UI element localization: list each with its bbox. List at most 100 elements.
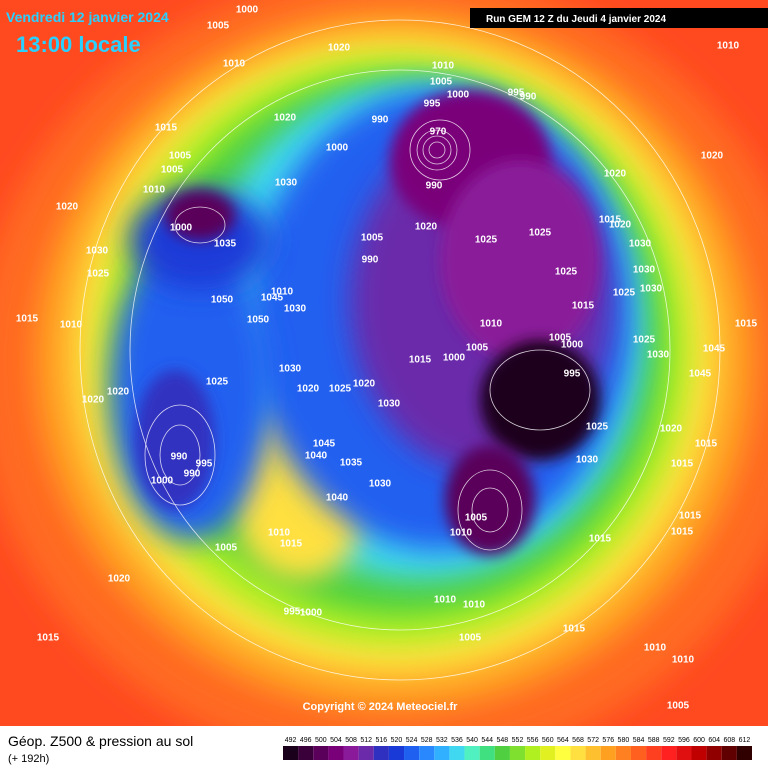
pressure-label: 1010 [717, 41, 740, 52]
pressure-label: 1005 [215, 543, 238, 554]
pressure-label: 1015 [679, 511, 702, 522]
pressure-label: 1010 [450, 528, 473, 539]
pressure-label: 990 [520, 92, 537, 103]
scale-label: 496 [300, 737, 312, 744]
pressure-label: 1000 [151, 476, 174, 487]
scale-label: 572 [587, 737, 599, 744]
scale-label: 584 [633, 737, 645, 744]
pressure-label: 1030 [378, 399, 401, 410]
scale-swatch [404, 746, 420, 760]
pressure-label: 1020 [274, 113, 297, 124]
scale-swatch [721, 746, 737, 760]
scale-swatch [570, 746, 586, 760]
pressure-label: 1015 [589, 534, 612, 545]
scale-swatch [343, 746, 359, 760]
pressure-label: 1005 [169, 151, 192, 162]
pressure-label: 1050 [247, 315, 270, 326]
scale-swatch [419, 746, 435, 760]
pressure-label: 1015 [671, 527, 694, 538]
pressure-label: 1005 [466, 343, 489, 354]
pressure-label: 1000 [326, 143, 349, 154]
pressure-label: 1030 [633, 265, 656, 276]
scale-label: 556 [527, 737, 539, 744]
scale-label: 512 [360, 737, 372, 744]
pressure-label: 1045 [703, 344, 726, 355]
pressure-label: 1010 [268, 528, 291, 539]
scale-label: 532 [436, 737, 448, 744]
scale-label: 600 [693, 737, 705, 744]
pressure-label: 995 [508, 88, 525, 99]
pressure-label: 970 [430, 127, 447, 138]
scale-label: 608 [723, 737, 735, 744]
scale-swatch [600, 746, 616, 760]
scale-label: 528 [421, 737, 433, 744]
scale-label: 536 [451, 737, 463, 744]
scale-swatch [479, 746, 495, 760]
pressure-label: 1020 [328, 43, 351, 54]
pressure-label: 1030 [284, 304, 307, 315]
pressure-label: 1020 [609, 220, 632, 231]
pressure-label: 1050 [211, 295, 234, 306]
scale-swatch [494, 746, 510, 760]
scale-label: 568 [572, 737, 584, 744]
pressure-label: 995 [564, 369, 581, 380]
pressure-label: 1010 [644, 643, 667, 654]
scale-label: 492 [285, 737, 297, 744]
pressure-label: 1015 [155, 123, 178, 134]
pressure-label: 1020 [604, 169, 627, 180]
scale-label: 544 [481, 737, 493, 744]
pressure-label: 995 [196, 459, 213, 470]
pressure-label: 1030 [86, 246, 109, 257]
pressure-label: 1020 [56, 202, 79, 213]
pressure-label: 1035 [214, 239, 237, 250]
pressure-label: 995 [424, 99, 441, 110]
pressure-label: 1045 [689, 369, 712, 380]
pressure-label: 1005 [465, 513, 488, 524]
scale-label: 604 [708, 737, 720, 744]
scale-swatch [509, 746, 526, 760]
scale-swatch [313, 746, 329, 760]
pressure-label: 1030 [576, 455, 599, 466]
scale-label: 504 [330, 737, 342, 744]
pressure-label: 1010 [480, 319, 503, 330]
pressure-label: 1005 [667, 701, 690, 712]
color-scale: 492 496 500 504 508 512 516 520 524 528 532 536 540 5… [283, 737, 752, 760]
pressure-label: 1015 [37, 633, 60, 644]
scale-label: 508 [345, 737, 357, 744]
scale-label: 612 [739, 737, 751, 744]
run-info: Run GEM 12 Z du Jeudi 4 janvier 2024 [486, 14, 666, 25]
pressure-label: 1005 [207, 21, 230, 32]
pressure-label: 1010 [271, 287, 294, 298]
footer-lead: (+ 192h) [8, 753, 49, 765]
scale-swatch [691, 746, 707, 760]
scale-swatch [358, 746, 374, 760]
scale-swatch [298, 746, 314, 760]
pressure-label: 1010 [223, 59, 246, 70]
pressure-label: 1025 [633, 335, 656, 346]
scale-label: 580 [618, 737, 630, 744]
pressure-label: 1000 [300, 608, 323, 619]
pressure-label: 995 [284, 607, 301, 618]
pressure-label: 1020 [107, 387, 130, 398]
footer-title: Géop. Z500 & pression au sol [8, 733, 193, 749]
pressure-label: 1010 [672, 655, 695, 666]
pressure-label: 1015 [695, 439, 718, 450]
scale-label: 576 [602, 737, 614, 744]
pressure-label: 1015 [280, 539, 303, 550]
scale-swatch [525, 746, 541, 760]
pressure-label: 1025 [87, 269, 110, 280]
pressure-label: 1020 [660, 424, 683, 435]
pressure-label: 1025 [206, 377, 229, 388]
isobars [79, 19, 721, 681]
scale-swatch [585, 746, 601, 760]
scale-swatch [388, 746, 405, 760]
scale-swatch [736, 746, 752, 760]
pressure-label: 1015 [409, 355, 432, 366]
pressure-label: 1015 [671, 459, 694, 470]
scale-swatch [630, 746, 647, 760]
pressure-label: 1025 [329, 384, 352, 395]
scale-swatch [434, 746, 450, 760]
